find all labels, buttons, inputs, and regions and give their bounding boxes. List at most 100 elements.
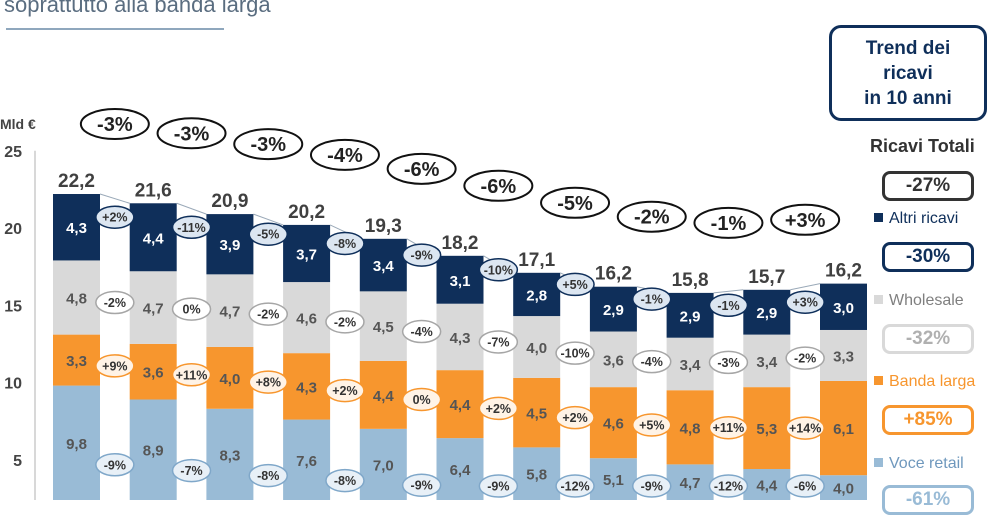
- segment-change-label: -12%: [560, 480, 589, 494]
- total-change-label: -4%: [327, 145, 363, 167]
- segment-change-bubble: [708, 293, 749, 318]
- data-label: 5,1: [603, 472, 624, 489]
- segment-change-label: +9%: [102, 359, 127, 373]
- total-change-bubble: [309, 138, 380, 171]
- bar-segment: [743, 387, 791, 470]
- bar-segment: [206, 346, 254, 409]
- y-tick-label: 25: [4, 144, 22, 161]
- trend-line-1: Trend dei: [865, 37, 951, 59]
- segment-change-bubble: [632, 413, 672, 437]
- data-label: 4,7: [219, 304, 240, 321]
- segment-change-label: -4%: [641, 355, 663, 369]
- segment-change-bubble: [325, 378, 365, 403]
- legend-label-text: Wholesale: [889, 292, 964, 309]
- bar-segment: [513, 316, 561, 378]
- segment-change-label: -8%: [257, 469, 279, 483]
- segment-change-label: -4%: [411, 325, 433, 339]
- bar-segment: [666, 390, 714, 465]
- legend-badge-banda-larga: +85%: [882, 405, 974, 435]
- legend-swatch: [874, 213, 883, 222]
- bar-segment: [359, 360, 407, 429]
- segment-change-label: -7%: [180, 464, 202, 478]
- legend-swatch: [874, 376, 883, 385]
- total-change-bubble: [616, 200, 687, 233]
- total-change-label: -6%: [481, 176, 517, 198]
- segment-change-label: -9%: [411, 479, 433, 493]
- data-label: 3,1: [450, 273, 471, 290]
- data-label: 2,9: [603, 302, 624, 319]
- bar-segment: [436, 303, 484, 371]
- bar-segment: [283, 353, 331, 420]
- data-label: 4,4: [143, 230, 165, 247]
- segment-change-bubble: [478, 330, 519, 354]
- segment-change-bubble: [401, 473, 442, 497]
- bar-segment: [436, 255, 484, 304]
- data-label: 3,4: [680, 357, 702, 374]
- total-label: 19,3: [365, 216, 402, 237]
- segment-change-bubble: [248, 302, 288, 326]
- data-label: 2,9: [756, 305, 777, 322]
- bar-segment: [206, 214, 254, 275]
- segment-change-bubble: [632, 474, 672, 498]
- segment-change-label: +2%: [332, 384, 357, 398]
- bar-segment: [283, 282, 331, 354]
- bar-connector: [713, 289, 744, 294]
- segment-change-bubble: [325, 310, 365, 334]
- segment-change-label: -3%: [717, 356, 739, 370]
- bar-segment: [436, 438, 484, 500]
- bar-connector: [176, 202, 207, 215]
- legend-label-text: Altri ricavi: [889, 210, 959, 227]
- segment-change-bubble: [95, 290, 135, 315]
- total-label: 15,8: [672, 270, 709, 291]
- bar-segment: [283, 419, 331, 500]
- data-label: 4,8: [680, 420, 701, 437]
- segment-change-bubble: [248, 370, 288, 394]
- bar-segment: [666, 337, 714, 391]
- bar-segment: [743, 469, 791, 500]
- data-label: 6,4: [450, 462, 472, 479]
- bar-segment: [589, 331, 637, 388]
- bar-connector: [253, 213, 284, 226]
- total-change-label: -2%: [634, 207, 670, 229]
- segment-change-label: +5%: [639, 418, 664, 432]
- data-label: 2,9: [680, 308, 701, 325]
- y-tick-label: 20: [4, 221, 22, 238]
- data-label: 3,7: [296, 246, 317, 263]
- legend-swatch: [874, 458, 883, 467]
- total-change-label: -6%: [404, 159, 440, 181]
- total-change-bubble: [540, 186, 611, 219]
- data-label: 4,8: [66, 291, 87, 308]
- data-label: 3,9: [219, 237, 240, 254]
- segment-change-label: +5%: [562, 278, 587, 292]
- segment-change-label: -1%: [641, 293, 663, 307]
- segment-change-label: +14%: [789, 422, 821, 436]
- legend-badge-altri-ricavi: -30%: [882, 242, 974, 272]
- y-axis-label: Mld €: [0, 116, 36, 132]
- data-label: 3,0: [833, 300, 854, 317]
- segment-change-label: +11%: [176, 368, 208, 382]
- bar-segment: [666, 464, 714, 500]
- data-label: 3,3: [833, 348, 854, 365]
- segment-change-label: +11%: [713, 421, 745, 435]
- segment-change-bubble: [785, 290, 825, 314]
- trend-box: Trend dei ricavi in 10 anni: [829, 25, 987, 121]
- segment-change-bubble: [708, 350, 749, 375]
- data-label: 4,6: [296, 311, 317, 328]
- data-label: 7,6: [296, 453, 317, 470]
- total-change-label: -3%: [97, 114, 133, 136]
- total-change-label: -3%: [174, 123, 210, 145]
- bar-segment: [589, 387, 637, 459]
- segment-change-bubble: [171, 363, 212, 387]
- legend-item-wholesale: Wholesale: [874, 292, 964, 310]
- legend-label-text: Banda larga: [889, 373, 976, 390]
- segment-change-label: -7%: [487, 335, 509, 349]
- data-label: 3,6: [143, 365, 164, 382]
- y-tick-label: 10: [4, 376, 22, 393]
- segment-change-label: 0%: [413, 393, 431, 407]
- total-label: 17,1: [518, 250, 555, 271]
- bar-segment: [129, 271, 177, 344]
- bar-segment: [129, 399, 177, 500]
- segment-change-bubble: [95, 453, 135, 477]
- bar-segment: [820, 329, 867, 381]
- segment-change-bubble: [95, 205, 135, 229]
